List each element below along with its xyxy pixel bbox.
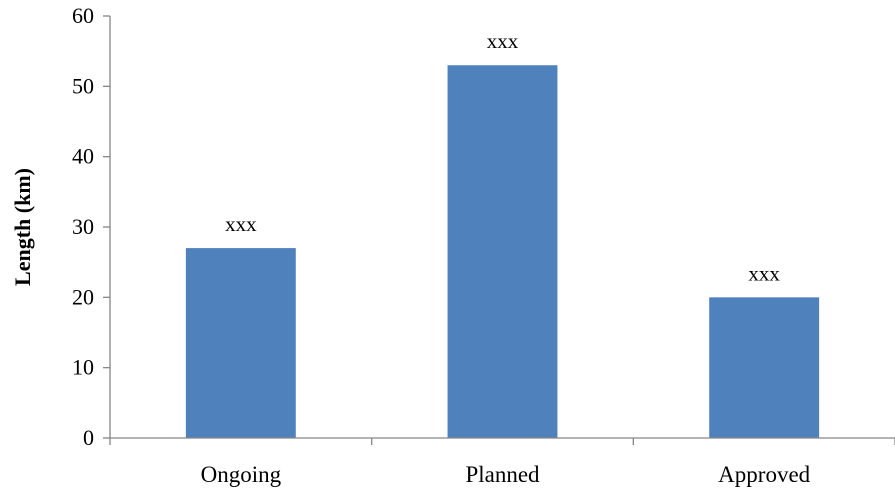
bars	[185, 65, 820, 438]
x-tick-label-planned: Planned	[465, 462, 540, 487]
x-tick-label-approved: Approved	[718, 462, 810, 487]
y-axis-ticks: 0 10 20 30 40 50 60	[72, 3, 110, 450]
x-tick-label-ongoing: Ongoing	[201, 462, 282, 487]
y-tick-label: 10	[72, 355, 94, 380]
data-labels: xxx xxx xxx	[225, 29, 780, 285]
x-axis-ticks: Ongoing Planned Approved	[109, 438, 895, 487]
bar-planned	[447, 65, 558, 438]
bar-ongoing	[185, 248, 296, 438]
data-label-planned: xxx	[487, 29, 519, 53]
y-tick-label: 40	[72, 144, 94, 169]
y-tick-label: 60	[72, 3, 94, 28]
bar-approved	[709, 297, 820, 438]
y-tick-label: 50	[72, 73, 94, 98]
data-label-ongoing: xxx	[225, 212, 257, 236]
y-tick-label: 30	[72, 214, 94, 239]
y-tick-label: 20	[72, 284, 94, 309]
y-tick-label: 0	[83, 425, 94, 450]
y-axis-title: Length (km)	[10, 168, 35, 286]
data-label-approved: xxx	[748, 261, 780, 285]
